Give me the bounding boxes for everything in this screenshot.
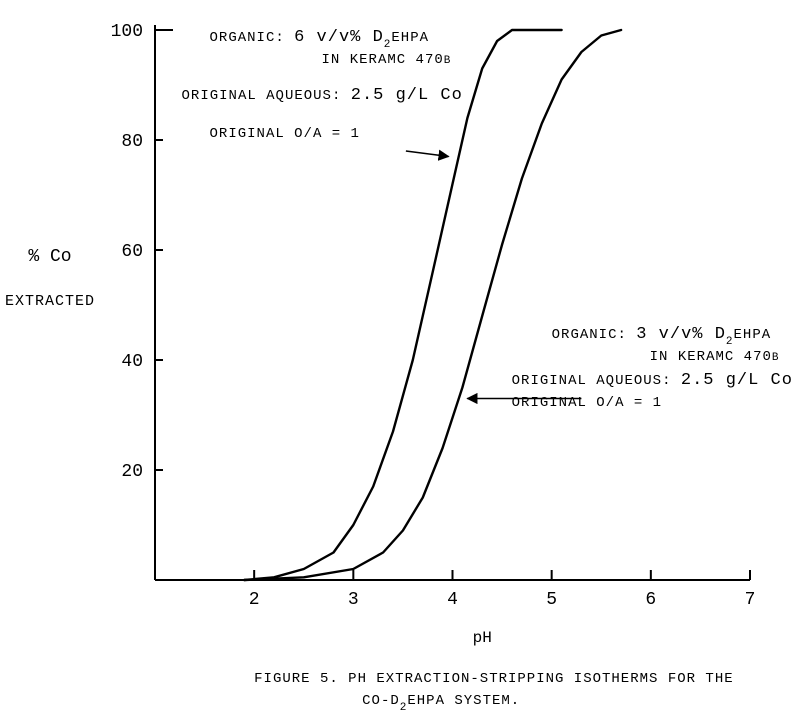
y-axis-label-2: EXTRACTED (5, 293, 95, 310)
ann-right-l2: IN KERAMC 470B (650, 349, 780, 365)
caption-line-2: CO-D2EHPA SYSTEM. (362, 693, 520, 714)
x-tick-label: 3 (348, 590, 359, 610)
x-axis-label: pH (473, 629, 492, 647)
y-tick-label: 80 (121, 132, 143, 152)
y-tick-label: 40 (121, 352, 143, 372)
series-curve_3pct (244, 30, 621, 580)
ann-left-l4: ORIGINAL O/A = 1 (210, 126, 360, 142)
x-tick-label: 4 (447, 590, 458, 610)
chart-svg: 2 3 4 5 6 7 20 40 60 80 100 % Co EXTRACTED pH ORGANIC:… (0, 0, 800, 725)
ann-right-l4: ORIGINAL O/A = 1 (512, 395, 662, 411)
y-axis-label-1: % Co (28, 247, 71, 267)
y-tick-label: 100 (111, 22, 143, 42)
y-tick-label: 60 (121, 242, 143, 262)
ann-right-l1: ORGANIC: 3 v/v% D2EHPA (552, 325, 771, 348)
series-curve_6pct (244, 30, 561, 580)
y-tick-label: 20 (121, 462, 143, 482)
x-tick-label: 7 (745, 590, 756, 610)
arrow-6pct (406, 151, 449, 157)
x-tick-label: 5 (546, 590, 557, 610)
ann-left-l2: IN KERAMC 470B (322, 52, 452, 68)
x-tick-label: 6 (645, 590, 656, 610)
ann-right-l3: ORIGINAL AQUEOUS: 2.5 g/L Co (512, 371, 793, 390)
ann-left-l1: ORGANIC: 6 v/v% D2EHPA (210, 28, 429, 51)
ann-left-l3: ORIGINAL AQUEOUS: 2.5 g/L Co (182, 86, 463, 105)
figure-container: { "figure": { "type": "line", "backgroun… (0, 0, 800, 725)
x-tick-label: 2 (249, 590, 260, 610)
caption-line-1: FIGURE 5. PH EXTRACTION-STRIPPING ISOTHE… (254, 671, 733, 687)
